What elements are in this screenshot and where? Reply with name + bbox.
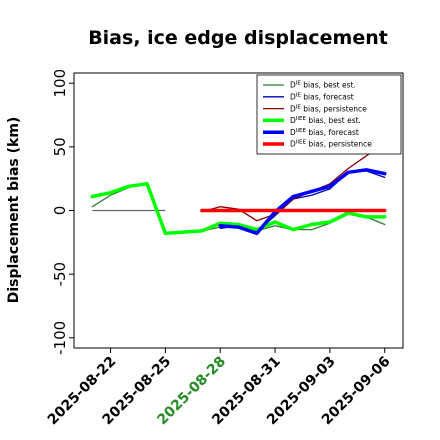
series-line-5: [218, 168, 387, 236]
y-tick-label: -100: [51, 321, 69, 355]
y-tick-label: 0: [51, 206, 69, 216]
legend-label: DIIEE bias, forecast: [290, 128, 359, 137]
legend: DIE bias, best est. DIE bias, forecast DIE…: [256, 74, 402, 155]
y-tick-label: 50: [51, 137, 69, 156]
y-tick-label: 100: [51, 69, 69, 98]
chart-title: Bias, ice edge displacement: [88, 27, 388, 49]
legend-label: DIIEE bias, persistence: [290, 140, 372, 149]
series-line-4: [90, 182, 387, 236]
legend-box: [256, 74, 402, 155]
legend-label: DIIEE bias, best est.: [290, 116, 361, 125]
legend-label: DIE bias, forecast: [290, 93, 354, 102]
y-axis-label: Displacement bias (km): [6, 117, 22, 304]
series-layer: [90, 142, 387, 236]
legend-label: DIE bias, persistence: [290, 104, 367, 113]
series-line-3: [201, 142, 386, 222]
y-tick-label: -50: [51, 262, 69, 287]
legend-label: DIE bias, best est.: [290, 81, 356, 90]
